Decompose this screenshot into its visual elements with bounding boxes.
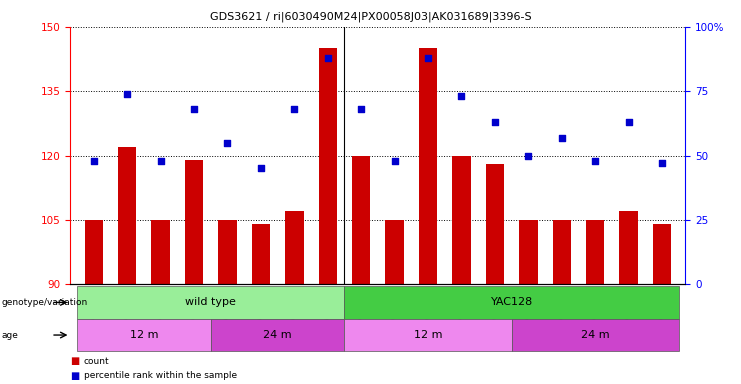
Bar bbox=[619, 211, 638, 284]
Bar bbox=[185, 160, 203, 284]
Text: age: age bbox=[1, 331, 19, 339]
Point bbox=[389, 157, 401, 164]
Text: 12 m: 12 m bbox=[413, 330, 442, 340]
Point bbox=[188, 106, 200, 112]
Bar bbox=[385, 220, 404, 284]
Text: YAC128: YAC128 bbox=[491, 297, 533, 308]
Point bbox=[355, 106, 367, 112]
Point bbox=[322, 55, 333, 61]
Point bbox=[122, 91, 133, 97]
Bar bbox=[653, 224, 671, 284]
Text: percentile rank within the sample: percentile rank within the sample bbox=[84, 371, 237, 380]
Bar bbox=[118, 147, 136, 284]
Point bbox=[456, 93, 468, 99]
Text: GDS3621 / ri|6030490M24|PX00058J03|AK031689|3396-S: GDS3621 / ri|6030490M24|PX00058J03|AK031… bbox=[210, 12, 531, 22]
Bar bbox=[586, 220, 605, 284]
Bar bbox=[352, 156, 370, 284]
Point bbox=[522, 152, 534, 159]
Point bbox=[288, 106, 300, 112]
Point bbox=[489, 119, 501, 125]
Bar bbox=[319, 48, 337, 284]
Bar bbox=[219, 220, 236, 284]
Point bbox=[556, 134, 568, 141]
Bar bbox=[419, 48, 437, 284]
Bar bbox=[485, 164, 504, 284]
Bar bbox=[452, 156, 471, 284]
Bar bbox=[252, 224, 270, 284]
Point bbox=[255, 166, 267, 172]
Text: ■: ■ bbox=[70, 356, 79, 366]
Text: genotype/variation: genotype/variation bbox=[1, 298, 87, 307]
Point bbox=[622, 119, 634, 125]
Point bbox=[422, 55, 434, 61]
Text: 24 m: 24 m bbox=[263, 330, 292, 340]
Bar bbox=[151, 220, 170, 284]
Text: 24 m: 24 m bbox=[581, 330, 610, 340]
Text: count: count bbox=[84, 357, 110, 366]
Point bbox=[155, 157, 167, 164]
Point bbox=[589, 157, 601, 164]
Point bbox=[88, 157, 100, 164]
Text: ■: ■ bbox=[70, 371, 79, 381]
Bar bbox=[285, 211, 304, 284]
Bar bbox=[553, 220, 571, 284]
Bar bbox=[84, 220, 103, 284]
Point bbox=[222, 140, 233, 146]
Text: 12 m: 12 m bbox=[130, 330, 158, 340]
Point bbox=[656, 160, 668, 166]
Bar bbox=[519, 220, 537, 284]
Text: wild type: wild type bbox=[185, 297, 236, 308]
